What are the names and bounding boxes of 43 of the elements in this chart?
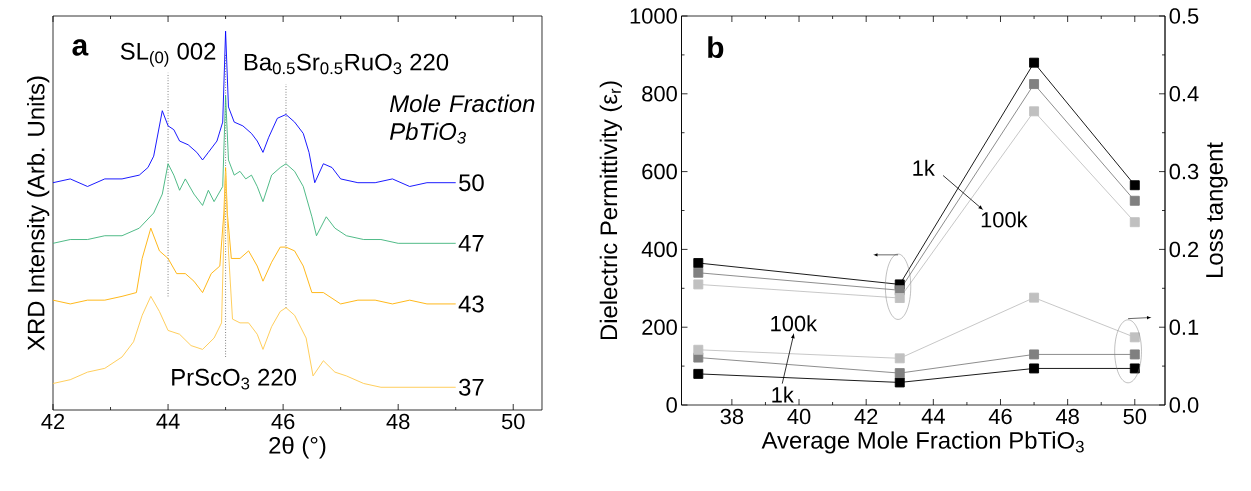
ref-line-label: SL$_{(0)}$ 002: [120, 42, 216, 67]
x-tick-label: 50: [501, 413, 525, 430]
y-axis-title: XRD Intensity (Arb. Units): [26, 76, 50, 351]
y2-tick-label: 0.1: [1169, 319, 1199, 335]
y2-tick-label: 0.5: [1169, 8, 1199, 24]
x-axis-title: Average Mole Fraction PbTiO$_{3}$: [761, 431, 1084, 454]
series-label: 50: [459, 174, 484, 192]
y2-tick-label: 0.4: [1169, 86, 1199, 102]
annotation: 100k: [981, 211, 1028, 228]
y2-tick-label: 0.2: [1169, 241, 1199, 258]
x-tick-label: 48: [386, 413, 410, 430]
x-tick-label: 44: [921, 408, 945, 424]
y-tick-label: 400: [641, 241, 677, 258]
series-label: 43: [458, 295, 484, 313]
y2-tick-label: 0.3: [1169, 163, 1199, 180]
annotation: b: [708, 36, 724, 59]
x-tick-label: 42: [41, 413, 65, 430]
y-axis-title: Dielectric Permittivity (ε$_{r}$): [599, 81, 622, 340]
x-tick-label: 50: [1123, 408, 1147, 425]
x-tick-label: 46: [988, 408, 1012, 425]
legend-title: Mole Fraction PbTiO$_{3}$: [389, 94, 535, 144]
ref-line-label: PrScO$_{3}$ 220: [172, 368, 297, 390]
y-tick-label: 800: [642, 86, 677, 102]
annotation: 100k: [771, 315, 818, 332]
series-label: 47: [458, 235, 484, 252]
x-tick-label: 44: [156, 413, 180, 429]
x-tick-label: 46: [271, 413, 295, 430]
ref-line-label: Ba$_{0.5}$Sr$_{0.5}$RuO$_{3}$ 220: [244, 53, 449, 75]
annotation: a: [72, 39, 89, 56]
annotation: 1k: [913, 159, 935, 176]
y-tick-label: 0: [666, 397, 677, 413]
y-tick-label: 200: [642, 319, 677, 335]
y-tick-label: 600: [642, 163, 677, 180]
x-tick-label: 42: [854, 408, 878, 425]
x-axis-title: 2θ (°): [269, 436, 326, 459]
x-tick-label: 48: [1055, 408, 1079, 425]
x-tick-label: 40: [787, 408, 811, 425]
y2-axis-title: Loss tangent: [1206, 142, 1228, 277]
series-label: 37: [459, 378, 484, 396]
annotation: 1k: [772, 386, 794, 403]
x-tick-label: 38: [720, 408, 744, 425]
y-tick-label: 1000: [630, 8, 677, 24]
y2-tick-label: 0.0: [1169, 397, 1199, 413]
